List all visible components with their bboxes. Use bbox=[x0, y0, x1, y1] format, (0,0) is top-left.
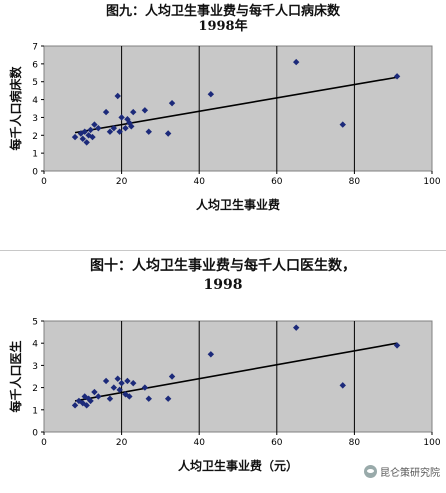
chart-panel-2: 图十：人均卫生事业费与每千人口医生数， 1998 0 1 2 3 4 5 0 20 40 60 80… bbox=[0, 250, 446, 493]
chart-title-line2: 1998年 bbox=[198, 19, 248, 34]
y-tick-label: 4 bbox=[32, 340, 38, 350]
data-point bbox=[87, 397, 94, 405]
y-tick-label: 0 bbox=[32, 429, 38, 439]
panel-separator bbox=[0, 222, 446, 250]
data-point bbox=[83, 402, 90, 409]
data-point bbox=[124, 377, 131, 385]
x-tick-label: 100 bbox=[423, 438, 440, 448]
data-point bbox=[339, 121, 346, 128]
data-point bbox=[207, 91, 215, 98]
data-point bbox=[116, 128, 123, 135]
y-tick-label: 1 bbox=[32, 406, 38, 416]
data-point bbox=[102, 377, 110, 385]
data-point bbox=[77, 130, 85, 137]
data-point bbox=[128, 123, 135, 130]
wechat-icon bbox=[364, 465, 377, 478]
data-point bbox=[130, 108, 137, 116]
data-point bbox=[91, 388, 98, 396]
data-point bbox=[207, 351, 215, 358]
chart-title: 图九：人均卫生事业费与每千人口病床数 1998年 bbox=[0, 4, 446, 34]
x-tick-label: 0 bbox=[41, 438, 47, 448]
x-tick-label: 20 bbox=[116, 438, 128, 448]
x-tick-label: 100 bbox=[423, 177, 440, 187]
y-tick-label: 6 bbox=[32, 60, 38, 70]
data-point bbox=[79, 135, 86, 143]
data-point bbox=[110, 384, 118, 391]
x-tick-label: 80 bbox=[349, 438, 361, 448]
watermark-text: 昆仑策研究院 bbox=[380, 468, 440, 479]
x-tick-label: 40 bbox=[193, 177, 205, 187]
trendline bbox=[74, 342, 398, 402]
y-tick-label: 1 bbox=[32, 150, 38, 160]
x-axis-title: 人均卫生事业费 bbox=[196, 197, 280, 212]
data-point bbox=[293, 324, 300, 331]
data-point bbox=[83, 139, 90, 146]
y-tick-label: 3 bbox=[32, 114, 38, 124]
chart-title-line1: 图十：人均卫生事业费与每千人口医生数， bbox=[90, 258, 356, 274]
data-point bbox=[168, 373, 176, 380]
data-point bbox=[126, 393, 133, 400]
data-point bbox=[118, 114, 125, 121]
scatter-chart-1: 0 1 2 3 4 5 6 7 0 20 40 60 80 100 人均卫生事业费 每千人口病床数 bbox=[8, 43, 441, 213]
y-tick-label: 4 bbox=[32, 96, 38, 106]
data-point bbox=[122, 391, 129, 398]
x-tick-label: 0 bbox=[41, 177, 47, 187]
data-point bbox=[71, 402, 79, 409]
y-tick-label: 5 bbox=[32, 318, 38, 328]
data-point bbox=[145, 128, 152, 135]
data-point bbox=[293, 58, 300, 66]
data-point bbox=[81, 128, 88, 135]
x-tick-label: 20 bbox=[116, 177, 128, 187]
x-tick-label: 60 bbox=[271, 438, 283, 448]
data-point bbox=[95, 124, 102, 132]
data-point bbox=[91, 121, 98, 128]
data-point bbox=[164, 130, 172, 137]
data-point bbox=[110, 124, 118, 132]
chart-title-line2: 1998 bbox=[203, 277, 243, 293]
data-point bbox=[89, 133, 96, 141]
chart-title-line1: 图九：人均卫生事业费与每千人口病床数 bbox=[105, 4, 340, 19]
x-tick-label: 40 bbox=[193, 438, 205, 448]
data-point bbox=[114, 92, 121, 100]
data-point bbox=[87, 126, 94, 134]
data-point bbox=[339, 382, 346, 389]
plot-area bbox=[43, 45, 433, 172]
data-point bbox=[106, 128, 114, 135]
y-tick-label: 7 bbox=[32, 43, 38, 53]
data-point bbox=[122, 124, 129, 132]
data-point bbox=[141, 384, 149, 391]
data-point bbox=[393, 342, 401, 349]
x-tick-label: 80 bbox=[349, 177, 361, 187]
y-tick-label: 3 bbox=[32, 362, 38, 372]
x-axis-title: 人均卫生事业费（元） bbox=[178, 458, 298, 473]
y-tick-label: 2 bbox=[32, 132, 38, 142]
y-axis-title: 每千人口病床数 bbox=[8, 66, 23, 151]
scatter-chart-2: 0 1 2 3 4 5 0 20 40 60 80 100 人均卫生事业费（元） 每千人口医生 bbox=[8, 318, 441, 474]
data-point bbox=[164, 395, 172, 402]
data-point bbox=[393, 73, 401, 80]
data-point bbox=[71, 133, 79, 141]
y-axis-title: 每千人口医生 bbox=[8, 340, 23, 412]
data-point bbox=[106, 395, 114, 402]
chart-title: 图十：人均卫生事业费与每千人口医生数， 1998 bbox=[0, 257, 446, 295]
watermark: 昆仑策研究院 bbox=[364, 464, 440, 479]
data-point bbox=[102, 108, 110, 116]
chart-panel-1: 图九：人均卫生事业费与每千人口病床数 1998年 0 1 2 3 4 5 6 7 0 20 40 60… bbox=[0, 0, 446, 222]
plot-area bbox=[43, 320, 433, 433]
data-point bbox=[141, 107, 149, 114]
data-point bbox=[145, 395, 152, 402]
x-tick-label: 60 bbox=[271, 177, 283, 187]
data-point bbox=[95, 393, 102, 400]
y-tick-label: 5 bbox=[32, 78, 38, 88]
data-point bbox=[116, 386, 123, 394]
y-tick-label: 2 bbox=[32, 384, 38, 394]
data-point bbox=[114, 375, 121, 382]
y-tick-label: 0 bbox=[32, 168, 38, 178]
data-point bbox=[168, 99, 176, 107]
